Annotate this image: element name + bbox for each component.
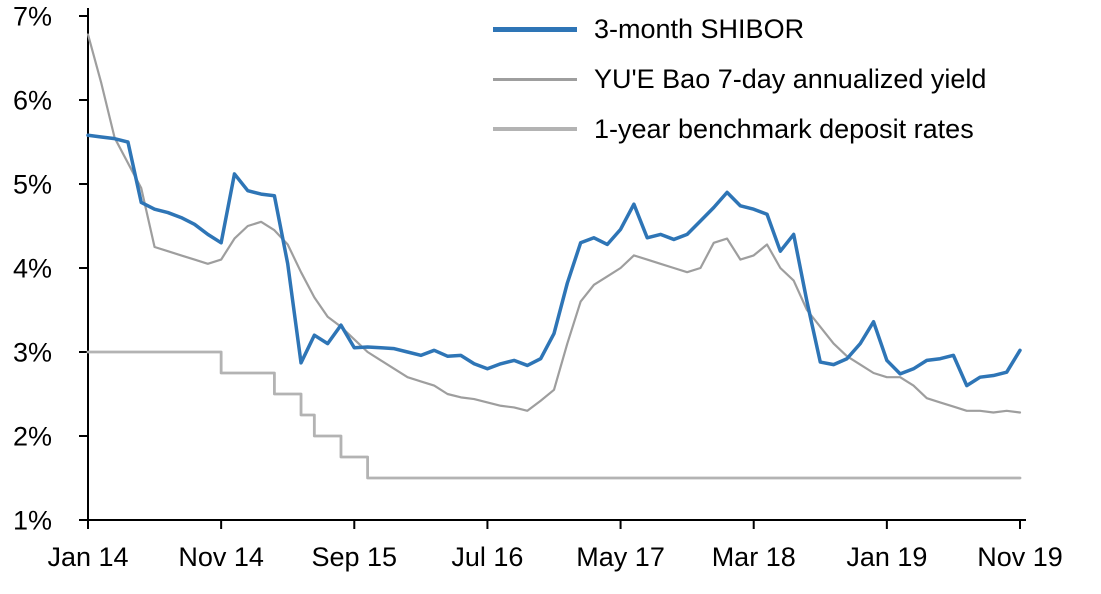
- x-tick-label: Nov 14: [178, 542, 264, 572]
- x-tick-label: May 17: [576, 542, 665, 572]
- series-yu-e-bao-7-day-annualized-yield: [86, 33, 1022, 414]
- legend-item-benchmark: 1-year benchmark deposit rates: [493, 104, 986, 154]
- legend-label-yuebao: YU'E Bao 7-day annualized yield: [594, 63, 987, 94]
- legend-item-yuebao: YU'E Bao 7-day annualized yield: [493, 54, 986, 104]
- x-tick-label: Mar 18: [712, 542, 796, 572]
- legend-label-shibor: 3-month SHIBOR: [594, 13, 805, 44]
- y-tick-label: 5%: [13, 170, 52, 200]
- series-1-year-benchmark-deposit-rates: [86, 350, 1022, 480]
- y-tick-label: 3%: [13, 338, 52, 368]
- series-3-month-shibor: [86, 133, 1022, 388]
- legend-swatch-shibor: [493, 26, 577, 32]
- y-tick-label: 1%: [13, 506, 52, 536]
- x-tick-label: Nov 19: [977, 542, 1063, 572]
- legend-swatch-benchmark: [493, 127, 577, 131]
- y-tick-label: 6%: [13, 86, 52, 116]
- y-tick-label: 4%: [13, 254, 52, 284]
- y-tick-label: 7%: [13, 2, 52, 32]
- x-tick-label: Jul 16: [451, 542, 523, 572]
- x-tick-label: Jan 19: [846, 542, 927, 572]
- legend-swatch-yuebao: [493, 77, 577, 81]
- legend-label-benchmark: 1-year benchmark deposit rates: [594, 113, 974, 144]
- y-tick-label: 2%: [13, 422, 52, 452]
- legend-item-shibor: 3-month SHIBOR: [493, 4, 986, 54]
- x-tick-label: Jan 14: [47, 542, 128, 572]
- legend: 3-month SHIBOR YU'E Bao 7-day annualized…: [493, 4, 986, 154]
- x-tick-label: Sep 15: [311, 542, 397, 572]
